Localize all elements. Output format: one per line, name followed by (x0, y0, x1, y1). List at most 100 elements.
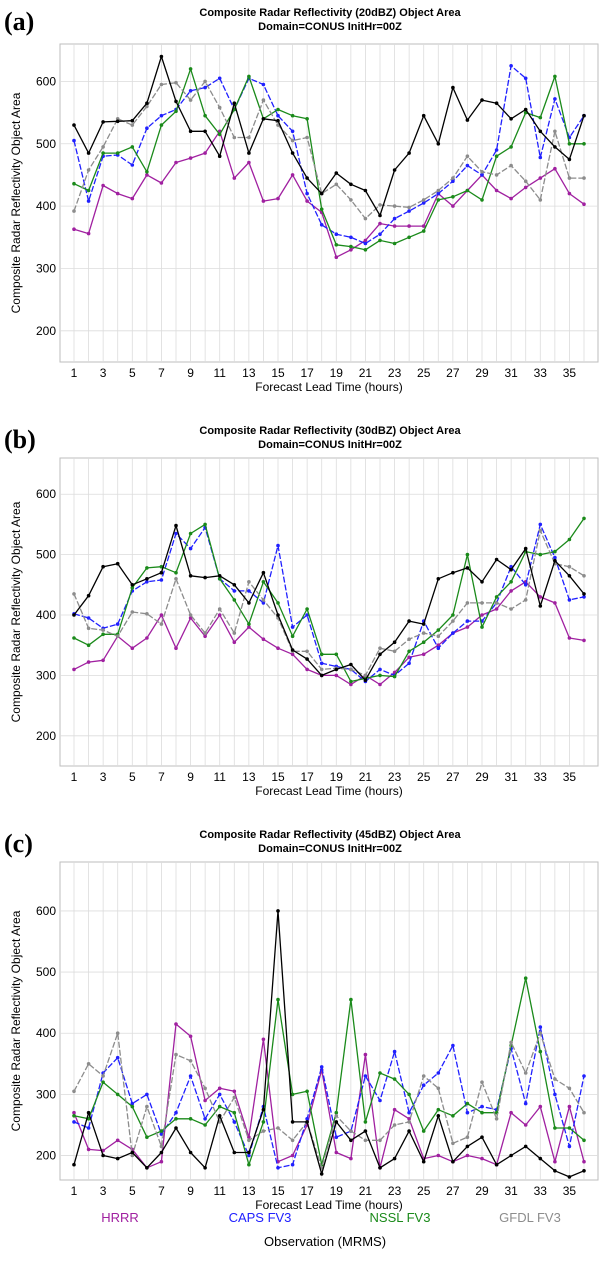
data-point (349, 235, 353, 240)
plot-area (59, 861, 599, 1181)
data-point (451, 619, 455, 623)
data-point (421, 1074, 426, 1078)
data-point (145, 580, 149, 584)
data-point (101, 151, 105, 155)
data-point (553, 1159, 557, 1164)
data-point (421, 1129, 426, 1133)
data-point (232, 1150, 237, 1155)
y-axis-label: Composite Radar Reflectivity Object Area (9, 501, 23, 722)
data-point (261, 1120, 266, 1124)
y-tick-label: 600 (36, 74, 56, 88)
series-line (73, 523, 585, 683)
data-point (247, 1150, 251, 1155)
data-point (159, 181, 164, 185)
data-point (465, 552, 470, 557)
data-point (247, 151, 251, 155)
data-point (392, 241, 397, 246)
panel-label: (b) (4, 425, 36, 454)
data-point (392, 670, 397, 675)
data-point (319, 1065, 324, 1069)
x-tick-label: 35 (563, 366, 577, 380)
series-line (73, 1032, 585, 1169)
data-point (232, 631, 237, 635)
data-point (567, 176, 572, 180)
y-tick-label: 200 (36, 324, 56, 338)
chart-title: Composite Radar Reflectivity (30dBZ) Obj… (199, 425, 461, 437)
data-point (261, 1129, 266, 1133)
data-point (334, 171, 339, 175)
data-point (407, 209, 411, 213)
data-point (203, 1086, 207, 1091)
data-point (130, 583, 135, 587)
data-point (217, 1092, 222, 1097)
data-point (392, 640, 397, 644)
data-point (232, 1089, 237, 1094)
data-point (290, 173, 295, 177)
data-point (188, 89, 193, 93)
x-tick-label: 21 (359, 366, 373, 380)
data-point (451, 570, 455, 575)
data-point (378, 213, 382, 218)
data-point (509, 567, 513, 572)
data-point (115, 634, 120, 638)
x-tick-label: 19 (330, 366, 344, 380)
data-point (159, 578, 164, 582)
data-point (72, 1110, 76, 1115)
data-point (421, 201, 426, 205)
data-point (436, 198, 441, 202)
data-point (159, 1132, 164, 1136)
data-point (247, 135, 251, 140)
x-tick-label: 5 (129, 366, 136, 380)
data-point (523, 598, 528, 602)
data-point (378, 1138, 382, 1143)
data-point (174, 1110, 178, 1115)
data-point (305, 117, 309, 121)
data-point (553, 74, 557, 79)
data-point (86, 616, 91, 620)
data-point (349, 662, 353, 667)
data-point (261, 570, 266, 575)
y-tick-label: 300 (36, 668, 56, 682)
x-tick-label: 1 (71, 366, 78, 380)
data-point (349, 182, 353, 187)
series-line (73, 581, 585, 686)
data-point (582, 1110, 586, 1115)
y-tick-label: 500 (36, 548, 56, 562)
data-point (407, 619, 411, 623)
data-point (247, 622, 251, 626)
x-tick-label: 9 (187, 366, 194, 380)
data-point (553, 1169, 557, 1173)
data-point (538, 552, 543, 557)
data-point (101, 1153, 105, 1158)
data-point (349, 1156, 353, 1161)
data-point (349, 1138, 353, 1143)
data-point (378, 1098, 382, 1103)
data-point (407, 1092, 411, 1097)
data-point (72, 123, 76, 127)
data-point (145, 170, 149, 174)
data-point (363, 673, 368, 678)
data-point (494, 601, 499, 605)
data-point (247, 580, 251, 584)
data-point (159, 570, 164, 575)
data-point (349, 667, 353, 672)
x-tick-label: 3 (100, 1184, 107, 1198)
data-point (480, 98, 484, 102)
data-point (480, 198, 484, 202)
data-point (174, 99, 178, 104)
data-point (480, 173, 484, 177)
data-point (261, 82, 266, 87)
data-point (509, 607, 513, 611)
data-point (247, 589, 251, 593)
legend-item-hrrr: HRRR (101, 1210, 139, 1225)
x-tick-label: 29 (475, 1184, 489, 1198)
data-point (145, 636, 149, 640)
chart-subtitle: Domain=CONUS InitHr=00Z (258, 439, 402, 451)
data-point (363, 238, 368, 243)
data-point (451, 1114, 455, 1118)
data-point (174, 109, 178, 114)
chart-panel-a: (a) Composite Radar Reflectivity (20dBZ) … (4, 7, 599, 394)
data-point (421, 1159, 426, 1164)
data-point (247, 1135, 251, 1139)
data-point (567, 1086, 572, 1091)
